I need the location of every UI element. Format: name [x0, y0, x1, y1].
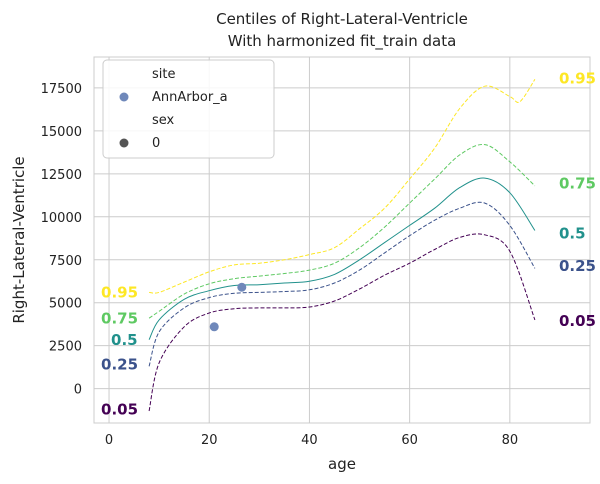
y-tick-label: 15000: [41, 125, 82, 140]
centile-line-0.95: [149, 79, 536, 294]
centile-start-label: 0.95: [101, 284, 138, 302]
y-tick-label: 5000: [49, 297, 82, 312]
y-axis-label: Right-Lateral-Ventricle: [10, 156, 28, 323]
centile-line-0.5: [148, 177, 536, 340]
y-tick-label: 7500: [49, 254, 82, 269]
x-tick-label: 20: [201, 433, 218, 448]
legend-header: site: [152, 67, 175, 82]
legend-header: sex: [152, 113, 175, 128]
centile-end-label: 0.95: [559, 70, 596, 88]
x-tick-label: 80: [502, 433, 519, 448]
centile-end-label: 0.25: [559, 257, 596, 275]
y-tick-label: 12500: [41, 168, 82, 183]
legend-marker: [119, 138, 129, 148]
centile-start-label: 0.5: [111, 331, 138, 349]
data-point: [237, 282, 247, 292]
chart-title: Centiles of Right-Lateral-Ventricle: [216, 10, 468, 28]
centile-end-label: 0.5: [559, 224, 586, 242]
centile-line-0.25: [148, 201, 536, 367]
legend-entry: 0: [152, 136, 160, 151]
legend-entry: AnnArbor_a: [152, 90, 228, 105]
plot-area: 0 20 40 60 80 0 2500 5000 7500 10000 12500 15000 175…: [41, 56, 596, 448]
y-tick-label: 2500: [49, 340, 82, 355]
y-tick-label: 0: [74, 383, 82, 398]
x-axis-label: age: [328, 455, 356, 473]
y-tick-label: 17500: [41, 82, 82, 97]
centile-end-label: 0.75: [559, 174, 596, 192]
x-tick-label: 40: [301, 433, 318, 448]
chart-subtitle: With harmonized fit_train data: [228, 32, 457, 51]
legend-marker: [119, 92, 129, 102]
centile-start-label: 0.75: [101, 309, 138, 327]
legend-box: [102, 59, 275, 159]
centile-start-label: 0.05: [101, 400, 138, 418]
centile-end-label: 0.05: [559, 312, 596, 330]
data-point: [209, 322, 219, 332]
y-tick-label: 10000: [41, 211, 82, 226]
x-tick-label: 60: [401, 433, 418, 448]
centile-line-0.05: [148, 233, 536, 412]
x-tick-label: 0: [105, 433, 113, 448]
centile-start-label: 0.25: [101, 356, 138, 374]
centile-line-0.75: [148, 143, 536, 319]
